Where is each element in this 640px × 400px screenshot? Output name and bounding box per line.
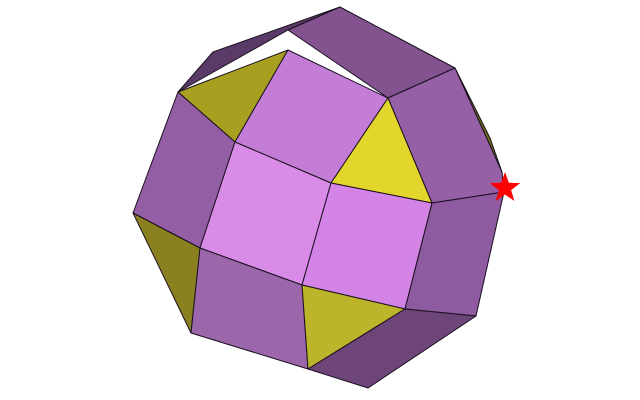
star-icon <box>489 172 521 201</box>
face-square-bottom-right <box>307 308 477 389</box>
